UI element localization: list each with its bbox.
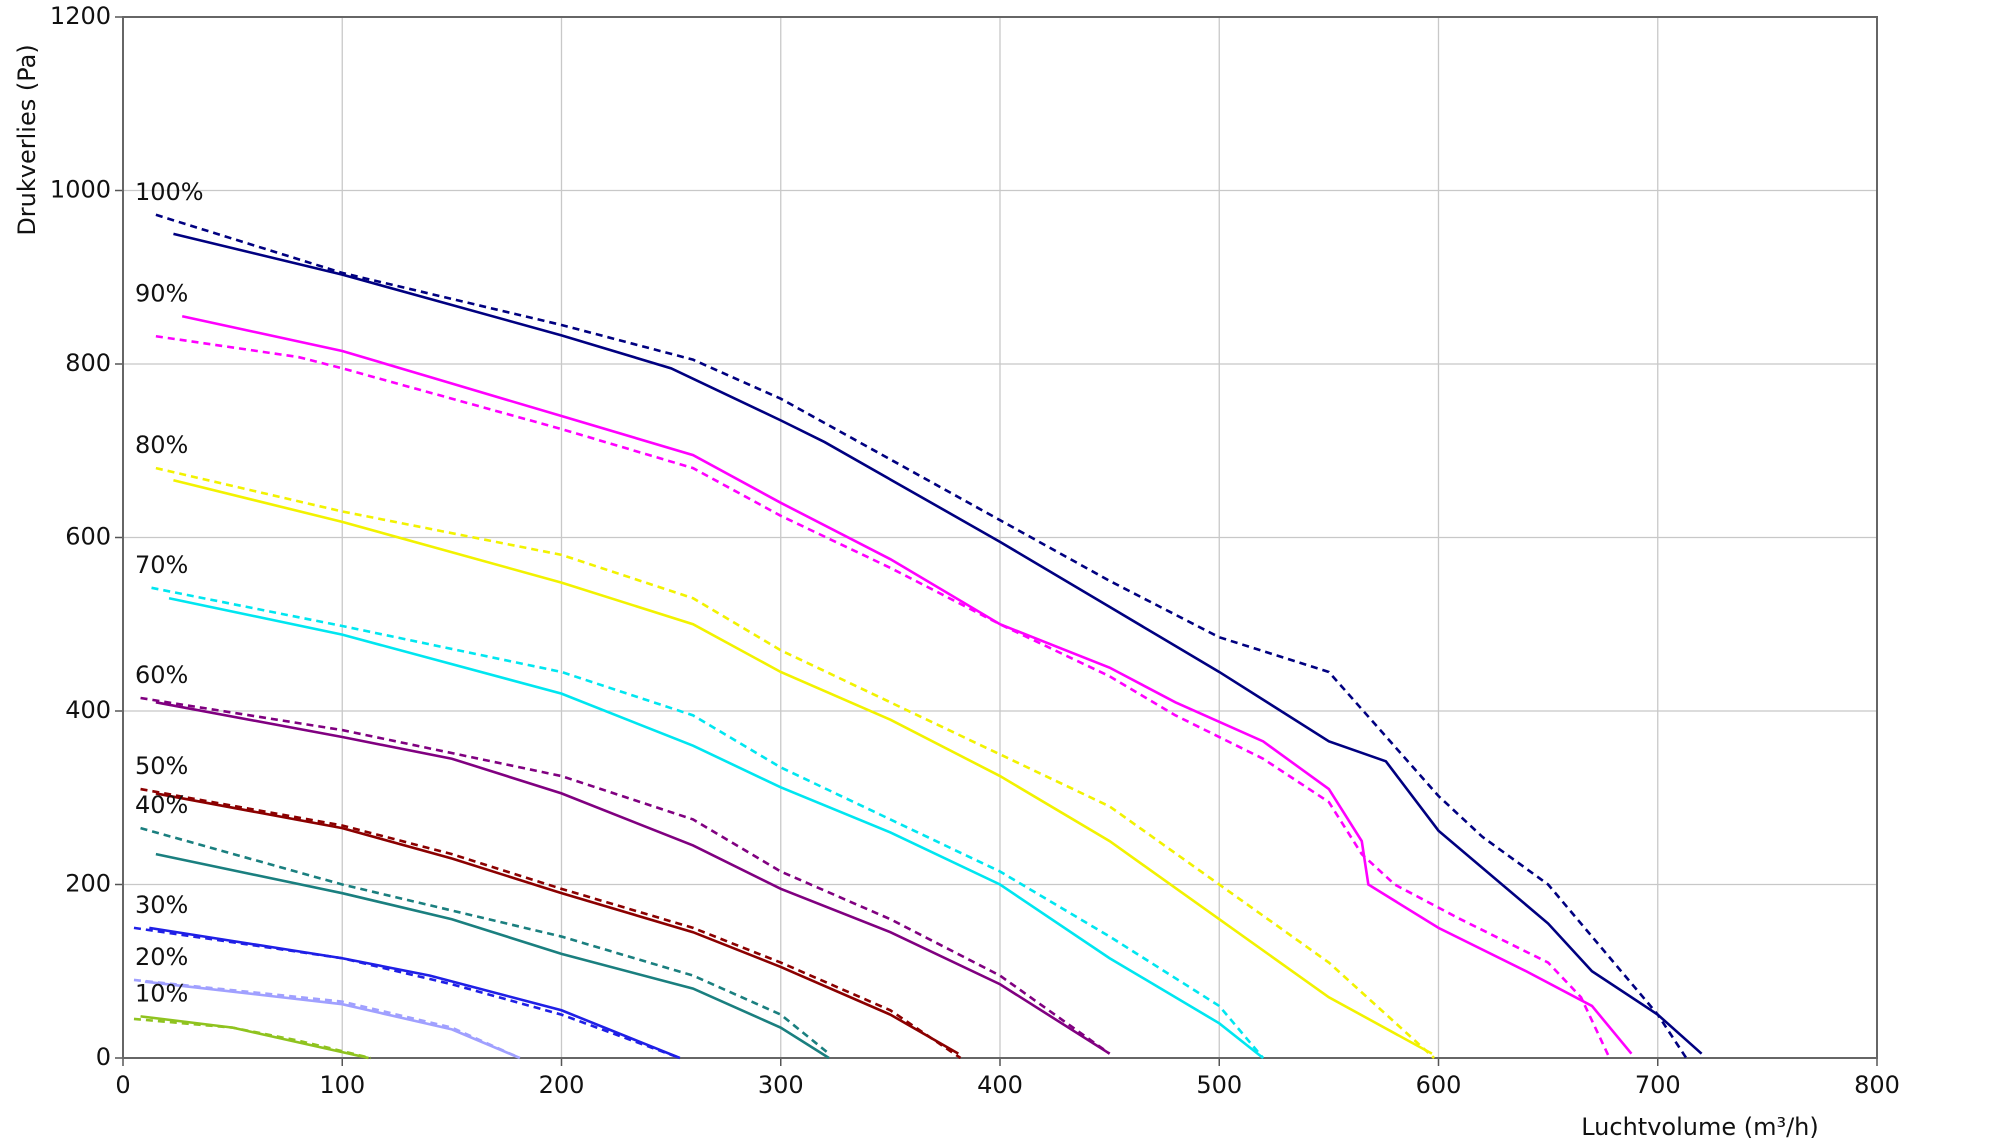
data-line (173, 478, 1433, 1055)
data-line (133, 978, 521, 1060)
data-line (133, 1017, 372, 1060)
data-line (155, 701, 1111, 1055)
data-line (140, 787, 962, 1060)
data-line (151, 586, 1265, 1059)
y-tick-label: 1200 (50, 2, 111, 30)
x-tick-label: 700 (1635, 1071, 1681, 1099)
data-line (155, 334, 1611, 1059)
y-tick-label: 400 (65, 696, 111, 724)
data-line (173, 232, 1703, 1055)
data-line (168, 596, 1264, 1060)
data-line (155, 213, 1688, 1059)
curve-label: 20% (135, 943, 188, 971)
y-tick-label: 600 (65, 523, 111, 551)
plot-frame (122, 16, 1878, 1059)
x-tick-label: 0 (115, 1071, 130, 1099)
data-line (181, 315, 1633, 1055)
y-tick-label: 200 (65, 870, 111, 898)
data-line (155, 792, 959, 1055)
x-tick-label: 200 (539, 1071, 585, 1099)
curve-label: 100% (135, 178, 204, 206)
x-tick-label: 300 (758, 1071, 804, 1099)
curve-label: 10% (135, 979, 188, 1007)
x-tick-label: 800 (1854, 1071, 1900, 1099)
x-tick-label: 500 (1196, 1071, 1242, 1099)
data-line (144, 980, 521, 1060)
data-line (140, 696, 1111, 1055)
y-tick-label: 1000 (50, 176, 111, 204)
curve-label: 70% (135, 551, 188, 579)
y-axis-title: Drukverlies (Pa) (13, 44, 41, 235)
curve-label: 40% (135, 791, 188, 819)
x-tick-label: 600 (1416, 1071, 1462, 1099)
curve-label: 50% (135, 752, 188, 780)
y-tick-label: 0 (96, 1043, 111, 1071)
curve-label: 80% (135, 431, 188, 459)
y-tick-label: 800 (65, 349, 111, 377)
x-axis-title: Luchtvolume (m³/h) (1581, 1113, 1819, 1141)
data-line (140, 826, 830, 1055)
curve-label: 30% (135, 891, 188, 919)
x-tick-label: 400 (977, 1071, 1023, 1099)
data-line (155, 466, 1435, 1059)
data-line (155, 852, 830, 1060)
curve-label: 90% (135, 279, 188, 307)
data-line (149, 926, 681, 1060)
x-tick-label: 100 (319, 1071, 365, 1099)
curve-label: 60% (135, 661, 188, 689)
